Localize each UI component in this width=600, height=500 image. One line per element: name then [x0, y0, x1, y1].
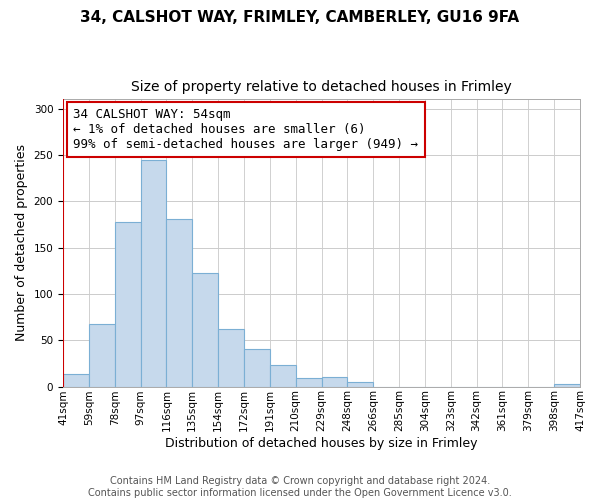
- Bar: [166, 219, 192, 386]
- Text: Contains HM Land Registry data © Crown copyright and database right 2024.
Contai: Contains HM Land Registry data © Crown c…: [88, 476, 512, 498]
- Bar: [192, 272, 218, 386]
- Bar: [322, 378, 347, 386]
- Bar: [270, 365, 296, 386]
- Bar: [89, 324, 115, 386]
- Text: 34 CALSHOT WAY: 54sqm
← 1% of detached houses are smaller (6)
99% of semi-detach: 34 CALSHOT WAY: 54sqm ← 1% of detached h…: [73, 108, 418, 151]
- Y-axis label: Number of detached properties: Number of detached properties: [15, 144, 28, 342]
- Bar: [244, 350, 270, 387]
- Bar: [218, 329, 244, 386]
- Bar: [296, 378, 322, 386]
- Bar: [63, 374, 89, 386]
- Text: 34, CALSHOT WAY, FRIMLEY, CAMBERLEY, GU16 9FA: 34, CALSHOT WAY, FRIMLEY, CAMBERLEY, GU1…: [80, 10, 520, 25]
- Bar: [115, 222, 140, 386]
- Bar: [554, 384, 580, 386]
- Bar: [347, 382, 373, 386]
- Title: Size of property relative to detached houses in Frimley: Size of property relative to detached ho…: [131, 80, 512, 94]
- Bar: [140, 160, 166, 386]
- X-axis label: Distribution of detached houses by size in Frimley: Distribution of detached houses by size …: [165, 437, 478, 450]
